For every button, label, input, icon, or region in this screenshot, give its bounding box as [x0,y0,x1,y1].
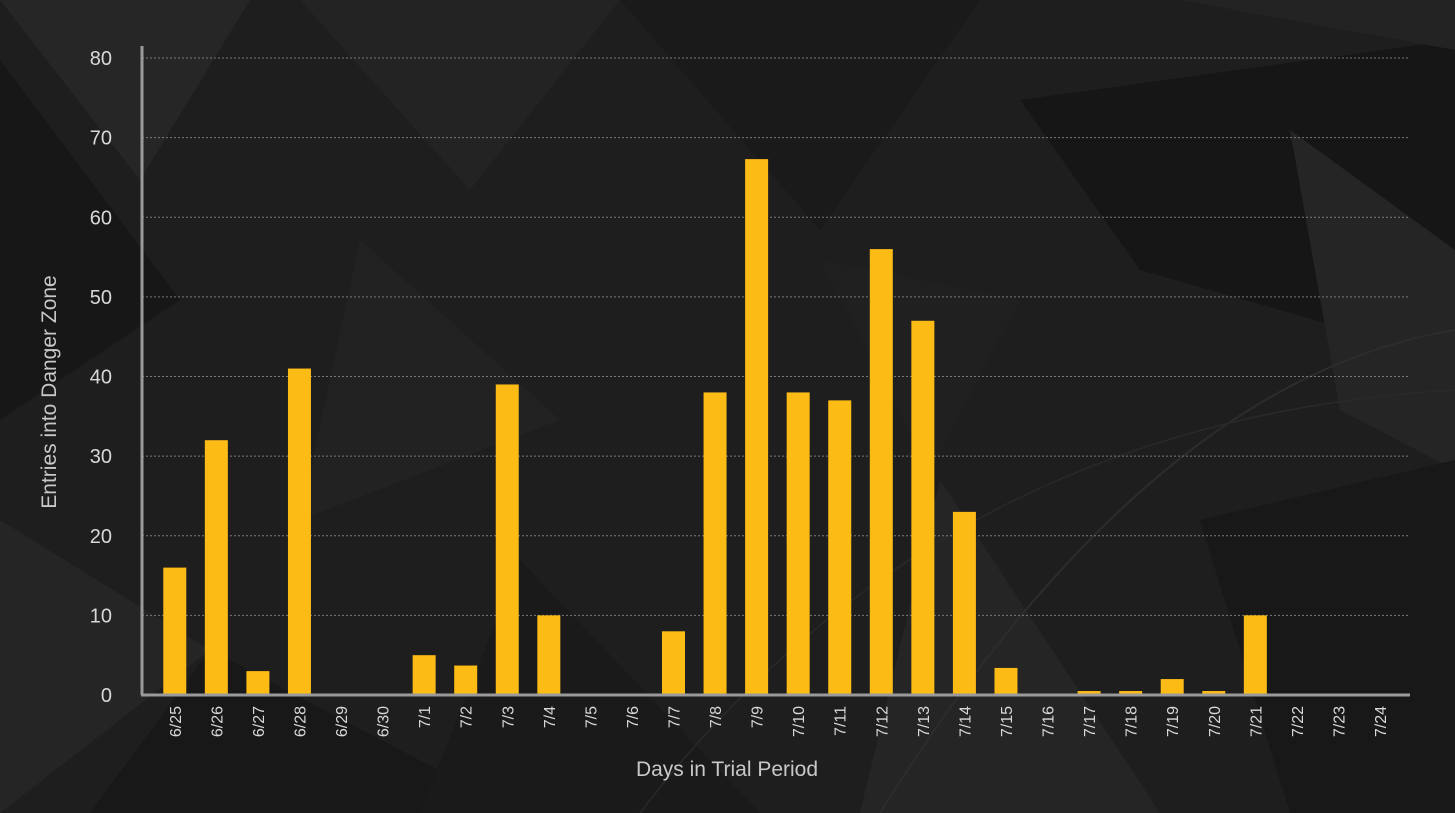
x-tick-labels: 6/25 6/26 6/27 6/28 6/29 6/30 7/1 7/2 7/3 7/4 7/5 7… [168,706,1390,737]
x-tick-label: 7/23 [1331,706,1348,737]
y-tick-labels: 0 10 20 30 40 50 60 70 80 [90,48,112,707]
x-tick-label: 7/7 [667,706,684,728]
bar [1077,691,1101,695]
bar [1160,679,1184,695]
x-tick-label: 7/16 [1041,706,1058,737]
x-tick-label: 7/22 [1290,706,1307,737]
x-tick-label: 7/5 [583,706,600,728]
bar [287,368,311,695]
x-axis-title: Days in Trial Period [636,758,818,781]
bar [828,400,852,695]
bar [537,615,561,695]
x-tick-label: 7/6 [625,706,642,728]
bar [786,392,810,695]
x-tick-label: 6/29 [334,706,351,737]
x-tick-label: 7/21 [1248,706,1265,737]
bar [246,671,270,695]
bar [662,631,685,695]
x-tick-label: 7/4 [542,706,559,728]
x-tick-label: 7/3 [500,706,517,728]
bar [163,567,187,695]
gridlines [142,57,1410,616]
bar [204,440,228,695]
x-tick-label: 7/1 [417,706,434,728]
x-tick-label: 7/20 [1207,706,1224,737]
x-tick-label: 6/28 [292,706,309,737]
y-tick-label: 50 [90,287,112,309]
bar [1119,691,1143,695]
bar [994,667,1018,695]
x-tick-label: 7/10 [791,706,808,737]
x-tick-label: 6/27 [251,706,268,737]
y-tick-label: 40 [90,367,112,389]
x-tick-label: 7/8 [708,706,725,728]
x-tick-label: 7/14 [957,706,974,737]
x-tick-label: 7/24 [1373,706,1390,737]
bar [869,249,893,695]
x-tick-label: 7/12 [874,706,891,737]
y-tick-label: 10 [90,605,112,627]
x-tick-label: 7/2 [459,706,476,728]
y-tick-label: 60 [90,207,112,229]
y-tick-label: 30 [90,446,112,468]
x-tick-label: 6/25 [168,706,185,737]
x-tick-label: 7/15 [999,706,1016,737]
x-tick-label: 6/26 [209,706,226,737]
bar [495,384,519,695]
x-tick-label: 7/18 [1124,706,1141,737]
x-tick-label: 7/9 [750,706,767,728]
y-tick-label: 0 [101,685,112,707]
x-tick-label: 7/19 [1165,706,1182,737]
bar [703,392,727,695]
bar [911,320,935,695]
axes [140,46,1410,697]
bar [412,655,436,695]
y-tick-label: 80 [90,48,112,70]
x-tick-label: 6/30 [376,706,393,737]
bar [745,159,769,695]
bar [1202,691,1226,695]
y-tick-label: 70 [90,128,112,150]
x-tick-label: 7/13 [916,706,933,737]
x-tick-label: 7/11 [833,706,850,736]
bar [454,665,478,695]
y-tick-label: 20 [90,526,112,548]
x-tick-label: 7/17 [1082,706,1099,737]
y-axis-title: Entries into Danger Zone [38,275,61,508]
bar [952,511,976,695]
bar [1243,615,1267,695]
bars [163,159,1267,695]
